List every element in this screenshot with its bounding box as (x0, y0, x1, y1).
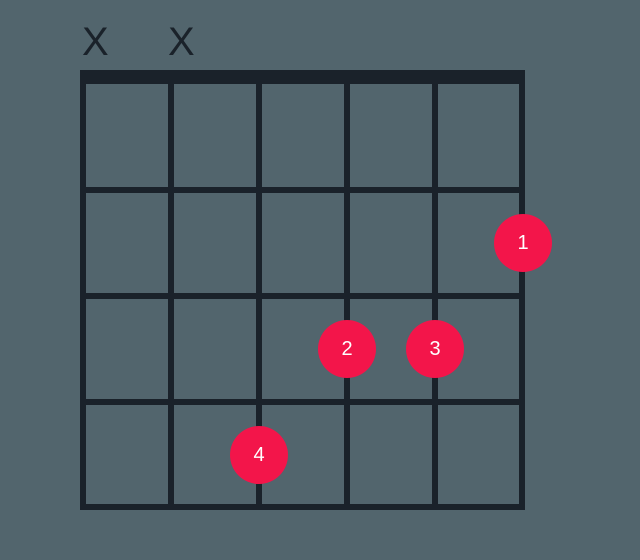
fret-line-3 (80, 399, 525, 405)
string-line-0 (80, 70, 86, 510)
finger-label: 2 (341, 338, 352, 361)
mute-marker-string-1: X (168, 20, 195, 65)
string-line-1 (168, 70, 174, 510)
string-line-5 (519, 70, 525, 510)
fret-line-1 (80, 187, 525, 193)
finger-dot-2: 2 (318, 320, 376, 378)
top-markers: X X (80, 20, 525, 70)
string-line-4 (432, 70, 438, 510)
nut (80, 70, 525, 84)
finger-dot-4: 4 (230, 426, 288, 484)
finger-dot-1: 1 (494, 214, 552, 272)
finger-dot-3: 3 (406, 320, 464, 378)
chord-diagram: X X 1 2 3 4 (80, 20, 525, 510)
string-line-3 (344, 70, 350, 510)
mute-marker-string-0: X (82, 20, 109, 65)
fretboard: 1 2 3 4 (80, 70, 525, 510)
finger-label: 1 (517, 232, 528, 255)
fret-line-2 (80, 293, 525, 299)
finger-label: 4 (253, 444, 264, 467)
finger-label: 3 (429, 338, 440, 361)
fret-line-4 (80, 504, 525, 510)
